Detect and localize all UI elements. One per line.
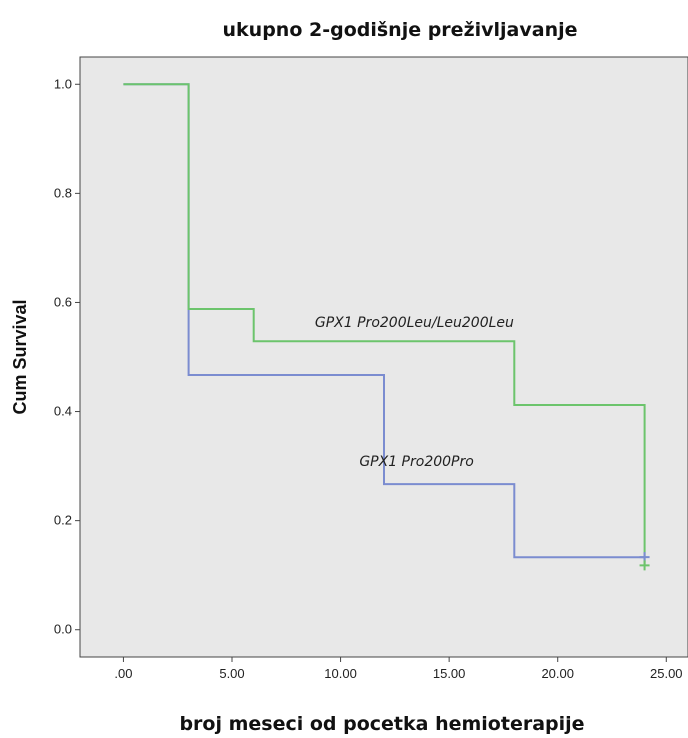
series-layer (123, 83, 646, 566)
y-tick-label: 1.0 (54, 76, 72, 91)
y-tick-label: 0.4 (54, 404, 72, 419)
series-labels: GPX1 Pro200Pro GPX1 Pro200Leu/Leu200Leu (315, 315, 514, 470)
series-label: GPX1 Pro200Leu/Leu200Leu (315, 315, 514, 331)
chart-title: ukupno 2-godišnje preživljavanje (223, 19, 578, 41)
x-tick-label: 10.00 (324, 666, 357, 681)
censor-mark (639, 560, 650, 571)
y-axis: 0.0 0.2 0.4 0.6 0.8 1.0 (54, 76, 80, 637)
x-axis-label: broj meseci od pocetka hemioterapije (179, 713, 584, 735)
y-axis-label: Cum Survival (10, 299, 30, 414)
x-tick-label: 15.00 (433, 666, 466, 681)
x-tick-label: .00 (114, 666, 132, 681)
series-label: GPX1 Pro200Pro (359, 454, 474, 470)
censor-layer (639, 552, 650, 571)
x-tick-label: 20.00 (541, 666, 574, 681)
y-tick-label: 0.6 (54, 294, 72, 309)
x-tick-label: 5.00 (219, 666, 244, 681)
y-tick-label: 0.2 (54, 513, 72, 528)
y-tick-label: 0.0 (54, 622, 72, 637)
survival-curve (123, 83, 646, 566)
plot-area (79, 56, 688, 658)
y-tick-label: 0.8 (54, 185, 72, 200)
x-tick-label: 25.00 (650, 666, 683, 681)
x-axis: .00 5.00 10.00 15.00 20.00 25.00 (114, 657, 683, 681)
